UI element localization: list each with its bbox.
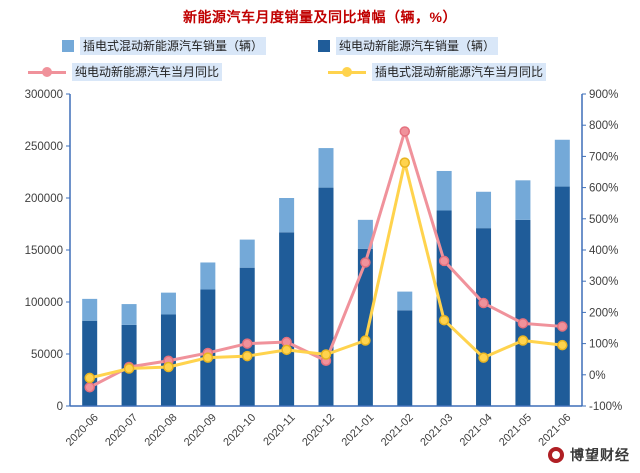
marker-phev_yoy-2021-03 [438, 314, 450, 326]
marker-phev_yoy-2020-12 [320, 349, 332, 360]
left-axis-tick-label: 300000 [25, 89, 63, 101]
legend-item-bev-sales[interactable]: 纯电动新能源汽车销量（辆） [318, 36, 499, 56]
marker-phev_yoy-2021-06 [557, 339, 568, 351]
right-axis-tick-label: 400% [589, 245, 618, 257]
bar-phev_sales-2021-04 [476, 191, 492, 229]
right-axis-tick-label: 100% [589, 339, 618, 351]
left-axis-tick-label: 100000 [25, 297, 63, 309]
marker-bev_yoy-2020-06 [84, 382, 95, 393]
watermark: 博望财经 [548, 445, 630, 465]
legend-label-phev-sales: 插电式混动新能源汽车销量（辆） [80, 37, 267, 55]
left-axis-tick-label: 150000 [25, 245, 63, 257]
x-axis-category-label: 2020-06 [64, 412, 101, 449]
marker-bev_yoy-2020-10 [241, 338, 253, 349]
right-axis-tick-label: 200% [589, 307, 618, 319]
watermark-text: 博望财经 [570, 447, 630, 463]
right-axis-tick-label: 700% [589, 151, 618, 163]
bar-bev_sales-2020-12 [318, 187, 334, 406]
right-axis-tick-label: 0% [589, 370, 606, 382]
marker-bev_yoy-2021-05 [517, 318, 529, 329]
legend-item-phev-sales[interactable]: 插电式混动新能源汽车销量（辆） [62, 36, 267, 56]
marker-phev_yoy-2020-09 [202, 352, 214, 363]
bar-phev_sales-2021-03 [436, 170, 452, 211]
bar-phev_sales-2020-12 [318, 148, 334, 188]
marker-bev_yoy-2021-03 [438, 255, 450, 267]
bar-bev_sales-2020-10 [239, 267, 255, 406]
bar-phev_sales-2021-05 [515, 180, 531, 220]
legend-label-bev-yoy: 纯电动新能源汽车当月同比 [72, 63, 223, 81]
phev-sales-swatch-icon [62, 40, 74, 52]
bar-phev_sales-2020-09 [200, 262, 216, 290]
right-axis-tick-label: 800% [589, 120, 618, 132]
legend-label-bev-sales: 纯电动新能源汽车销量（辆） [336, 37, 499, 55]
legend-item-bev-yoy[interactable]: 纯电动新能源汽车当月同比 [28, 62, 223, 82]
left-axis-tick-label: 200000 [25, 193, 63, 205]
marker-phev_yoy-2020-10 [241, 350, 253, 362]
legend-item-phev-yoy[interactable]: 插电式混动新能源汽车当月同比 [328, 62, 547, 82]
x-axis-category-label: 2021-02 [379, 412, 416, 449]
marker-bev_yoy-2021-02 [399, 126, 411, 137]
marker-phev_yoy-2020-07 [123, 363, 135, 374]
x-axis-category-label: 2021-01 [339, 412, 376, 449]
watermark-logo-icon [548, 447, 564, 463]
left-axis-tick-label: 50000 [31, 349, 63, 361]
bar-bev_sales-2021-02 [397, 310, 413, 406]
x-axis-category-label: 2020-12 [300, 412, 337, 449]
bar-bev_sales-2021-04 [476, 228, 492, 406]
marker-phev_yoy-2020-06 [84, 372, 95, 384]
bar-phev_sales-2021-06 [554, 139, 570, 187]
marker-phev_yoy-2020-08 [163, 361, 174, 373]
bar-phev_sales-2020-11 [279, 198, 295, 233]
bar-phev_sales-2021-01 [357, 219, 373, 249]
left-axis-tick-label: 0 [57, 401, 63, 413]
x-axis-category-label: 2020-07 [103, 412, 140, 449]
bar-phev_sales-2020-07 [121, 304, 137, 325]
marker-bev_yoy-2021-06 [557, 321, 568, 332]
bar-bev_sales-2021-06 [554, 186, 570, 406]
x-axis-category-label: 2021-05 [497, 412, 534, 449]
nev-sales-combo-chart: 0 50000 100000 150000 200000 250000 300000 -100… [25, 89, 623, 449]
bar-bev_sales-2020-11 [279, 232, 295, 406]
marker-phev_yoy-2021-04 [478, 352, 489, 363]
x-axis-category-label: 2020-08 [143, 412, 180, 449]
chart-title: 新能源汽车月度销量及同比增幅（辆，%） [183, 9, 457, 25]
bar-phev_sales-2020-08 [160, 292, 176, 315]
bev-sales-swatch-icon [318, 40, 330, 52]
right-axis-tick-label: -100% [589, 401, 622, 413]
marker-bev_yoy-2021-04 [478, 297, 489, 309]
phev-yoy-line-marker-icon [328, 66, 366, 78]
marker-bev_yoy-2021-01 [360, 257, 371, 268]
marker-phev_yoy-2020-11 [281, 344, 292, 356]
bar-phev_sales-2020-06 [82, 298, 98, 321]
bar-bev_sales-2021-05 [515, 219, 531, 406]
marker-phev_yoy-2021-01 [360, 335, 371, 346]
x-axis-category-label: 2021-04 [458, 412, 495, 449]
bev-yoy-line-marker-icon [28, 66, 66, 78]
marker-phev_yoy-2021-05 [517, 335, 529, 346]
legend-label-phev-yoy: 插电式混动新能源汽车当月同比 [372, 63, 547, 81]
x-axis-category-label: 2021-06 [536, 412, 573, 449]
x-axis-category-label: 2020-10 [221, 412, 258, 449]
bar-phev_sales-2020-10 [239, 239, 255, 268]
right-axis-tick-label: 500% [589, 214, 618, 226]
x-axis-category-label: 2020-09 [182, 412, 219, 449]
x-axis-category-label: 2020-11 [261, 412, 297, 448]
bar-bev_sales-2020-06 [82, 320, 98, 406]
bar-phev_sales-2021-02 [397, 291, 413, 311]
x-axis-category-label: 2021-03 [418, 412, 455, 449]
marker-phev_yoy-2021-02 [399, 157, 411, 168]
right-axis-tick-label: 300% [589, 276, 618, 288]
right-axis-tick-label: 900% [589, 89, 618, 101]
left-axis-tick-label: 250000 [25, 141, 63, 153]
right-axis-tick-label: 600% [589, 183, 618, 195]
legend: 插电式混动新能源汽车销量（辆） 纯电动新能源汽车销量（辆） 纯电动新能源汽车当月… [0, 36, 640, 88]
bar-bev_sales-2021-01 [357, 248, 373, 406]
